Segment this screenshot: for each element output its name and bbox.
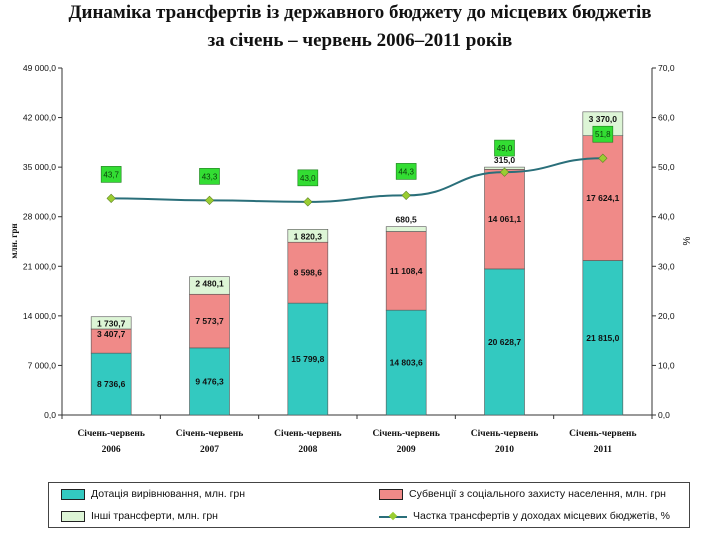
x-tick-label-period: Січень-червень	[569, 428, 636, 439]
share-line	[111, 157, 603, 203]
share-label: 43,7	[103, 170, 119, 179]
y-tick-label-left: 42 000,0	[23, 113, 56, 123]
data-label-social-subventions: 3 407,7	[97, 329, 126, 339]
bar-other-transfers	[90, 316, 132, 330]
y-tick-label-left: 7 000,0	[28, 360, 57, 370]
y-tick-label-left: 49 000,0	[23, 63, 56, 73]
x-tick-label-period: Січень-червень	[274, 428, 341, 439]
share-label: 43,0	[300, 174, 316, 183]
legend-swatch-equalization	[61, 488, 85, 500]
x-tick-label-period: Січень-червень	[471, 428, 538, 439]
bar-social-subventions	[385, 231, 427, 311]
legend-item-social-subventions: Субвенції з соціального захисту населенн…	[379, 488, 666, 500]
y-tick-label-right: 0,0	[658, 410, 670, 420]
data-label-other-transfers: 1 820,3	[294, 231, 323, 241]
x-tick-label-year: 2006	[102, 445, 121, 455]
y-axis-title-right: %	[682, 236, 693, 245]
y-tick-label-right: 60,0	[658, 113, 675, 123]
share-label: 49,0	[497, 144, 513, 153]
legend-swatch-share-line	[379, 512, 407, 521]
share-label-box	[395, 163, 417, 180]
x-tick-label-year: 2010	[495, 445, 514, 455]
legend-label-other-transfers: Інші трансферти, млн. грн	[91, 510, 218, 522]
legend-swatch-social-subventions	[379, 488, 403, 500]
share-label-box	[199, 168, 220, 185]
share-label: 43,3	[202, 172, 218, 181]
data-label-social-subventions: 8 598,6	[294, 268, 323, 278]
data-label-other-transfers: 2 480,1	[195, 279, 224, 289]
x-tick-label-period: Січень-червень	[176, 428, 243, 439]
share-label-box	[297, 169, 319, 187]
x-tick-label-period: Січень-червень	[77, 428, 144, 439]
data-label-other-transfers: 680,5	[396, 215, 418, 225]
y-tick-label-right: 70,0	[658, 63, 675, 73]
chart-title-line2: за січень – червень 2006–2011 років	[207, 30, 513, 51]
bar-other-transfers	[189, 276, 230, 295]
share-point	[303, 197, 313, 207]
bar-equalization	[287, 302, 329, 416]
data-label-social-subventions: 17 624,1	[586, 193, 619, 203]
data-label-equalization: 15 799,8	[291, 354, 324, 364]
data-label-social-subventions: 7 573,7	[195, 316, 224, 326]
legend-item-other-transfers: Інші трансферти, млн. грн	[61, 510, 218, 522]
bar-social-subventions	[287, 241, 329, 304]
data-label-social-subventions: 11 108,4	[390, 266, 423, 276]
bar-equalization	[582, 260, 624, 416]
y-tick-label-left: 21 000,0	[23, 261, 56, 271]
share-point	[499, 167, 510, 177]
share-point	[598, 153, 608, 163]
legend-label-share-line: Частка трансфертів у доходах місцевих бю…	[413, 510, 670, 522]
y-tick-label-right: 10,0	[658, 360, 675, 370]
x-tick-label-year: 2009	[397, 445, 416, 455]
x-tick-label-year: 2007	[200, 445, 219, 455]
y-tick-label-left: 0,0	[44, 410, 56, 420]
x-tick-label-period: Січень-червень	[372, 428, 439, 439]
share-point	[401, 190, 411, 200]
share-label: 51,8	[595, 130, 611, 139]
y-tick-label-right: 50,0	[658, 162, 675, 172]
share-point	[106, 193, 116, 203]
data-label-equalization: 8 736,6	[97, 379, 126, 389]
bar-social-subventions	[484, 169, 525, 270]
share-label-box	[494, 139, 515, 157]
bar-social-subventions	[90, 328, 132, 354]
legend-label-social-subventions: Субвенції з соціального захисту населенн…	[409, 488, 666, 500]
data-label-equalization: 20 628,7	[488, 337, 521, 347]
data-label-equalization: 14 803,6	[390, 358, 423, 368]
data-label-equalization: 9 476,3	[195, 376, 224, 386]
chart-legend: Дотація вирівнювання, млн. грн Субвенції…	[48, 482, 690, 528]
data-label-social-subventions: 14 061,1	[488, 214, 521, 224]
legend-label-equalization: Дотація вирівнювання, млн. грн	[91, 488, 246, 500]
y-tick-label-left: 14 000,0	[23, 311, 56, 321]
y-tick-label-right: 30,0	[658, 261, 675, 271]
bar-social-subventions	[189, 293, 230, 349]
bar-other-transfers	[385, 226, 427, 232]
x-tick-label-year: 2008	[298, 445, 317, 455]
legend-item-equalization: Дотація вирівнювання, млн. грн	[61, 488, 245, 500]
y-tick-label-left: 35 000,0	[23, 162, 56, 172]
y-tick-label-left: 28 000,0	[23, 212, 56, 222]
share-point	[204, 195, 215, 205]
x-tick-label-year: 2011	[594, 445, 613, 455]
data-label-other-transfers: 1 730,7	[97, 319, 126, 329]
data-label-equalization: 21 815,0	[586, 333, 619, 343]
legend-item-share-line: Частка трансфертів у доходах місцевих бю…	[379, 510, 670, 522]
y-tick-label-right: 40,0	[658, 212, 675, 222]
bar-equalization	[90, 352, 132, 416]
chart-title-line1: Динаміка трансфертів із державного бюдже…	[68, 2, 652, 23]
data-label-other-transfers: 315,0	[494, 155, 516, 165]
share-label-box	[592, 125, 614, 143]
bar-other-transfers	[287, 229, 329, 243]
legend-swatch-other-transfers	[61, 510, 85, 522]
y-axis-title-left: млн. грн	[9, 223, 19, 258]
share-label-box	[100, 166, 122, 183]
y-tick-label-right: 20,0	[658, 311, 675, 321]
data-label-other-transfers: 3 370,0	[589, 114, 618, 124]
share-label: 44,3	[398, 167, 414, 176]
